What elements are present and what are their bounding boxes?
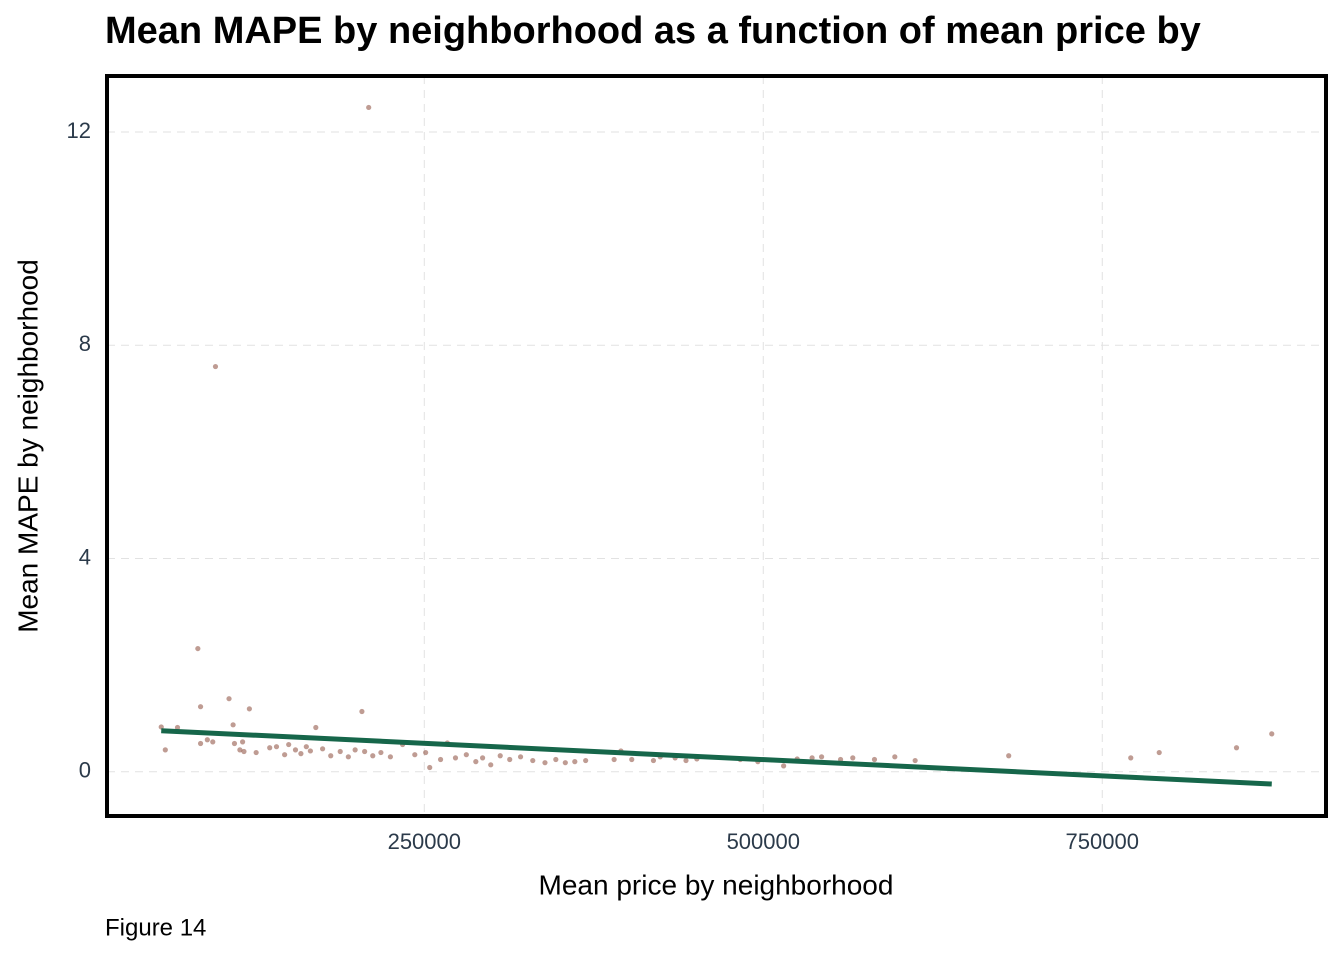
point xyxy=(292,747,299,753)
point xyxy=(237,747,243,753)
point xyxy=(366,104,372,111)
point xyxy=(412,752,418,758)
point xyxy=(437,756,444,763)
point xyxy=(683,757,689,764)
point xyxy=(231,740,238,747)
point xyxy=(562,760,568,766)
point xyxy=(246,706,252,712)
point xyxy=(530,757,536,764)
point xyxy=(809,755,815,761)
point xyxy=(818,754,825,760)
point xyxy=(352,747,358,753)
point xyxy=(1233,745,1240,751)
point xyxy=(553,756,559,763)
point xyxy=(497,753,503,759)
point xyxy=(328,753,334,759)
caption: Figure 14 xyxy=(105,914,206,941)
point xyxy=(230,722,236,728)
point xyxy=(378,749,384,756)
point xyxy=(473,759,479,765)
point xyxy=(781,763,787,769)
trend-line xyxy=(161,728,1272,787)
point xyxy=(319,746,326,752)
point xyxy=(197,704,204,710)
point xyxy=(517,754,524,760)
y-tick-label: 0 xyxy=(79,758,91,783)
point xyxy=(423,749,429,756)
x-tick-label: 500000 xyxy=(727,829,800,854)
point xyxy=(629,756,635,763)
point xyxy=(1269,731,1275,737)
y-tick-label: 8 xyxy=(79,331,91,356)
point xyxy=(195,645,201,652)
point xyxy=(303,744,309,750)
point xyxy=(239,739,246,745)
point xyxy=(892,754,898,760)
point xyxy=(507,756,513,763)
plot-border xyxy=(105,74,1328,818)
point xyxy=(313,724,319,731)
point xyxy=(611,756,617,763)
point xyxy=(370,753,376,759)
point xyxy=(650,757,657,764)
point xyxy=(345,754,351,760)
x-axis-label: Mean price by neighborhood xyxy=(539,869,894,900)
point xyxy=(307,748,313,754)
point xyxy=(286,741,292,748)
point xyxy=(241,748,247,755)
point xyxy=(452,755,459,761)
point xyxy=(210,739,216,745)
y-axis-label: Mean MAPE by neighborhood xyxy=(12,259,43,633)
chart-title: Mean MAPE by neighborhood as a function … xyxy=(105,10,1201,52)
point xyxy=(542,760,548,766)
point xyxy=(226,696,232,702)
y-tick-label: 4 xyxy=(79,544,91,569)
point xyxy=(479,755,486,761)
point xyxy=(583,757,589,764)
point xyxy=(282,752,288,758)
x-tick-label: 250000 xyxy=(388,829,461,854)
point xyxy=(871,756,878,763)
point xyxy=(253,749,259,756)
point xyxy=(162,747,168,753)
point xyxy=(337,748,343,755)
point xyxy=(359,708,365,715)
point xyxy=(912,757,918,764)
point xyxy=(174,724,181,731)
point xyxy=(197,740,204,747)
point xyxy=(387,754,393,760)
point xyxy=(273,744,280,750)
point xyxy=(267,745,273,751)
point xyxy=(212,363,219,370)
point xyxy=(488,762,494,768)
point xyxy=(850,755,856,761)
point xyxy=(463,752,469,758)
x-tick-label: 750000 xyxy=(1066,829,1139,854)
y-tick-label: 12 xyxy=(67,118,91,143)
point xyxy=(1156,749,1162,756)
point xyxy=(1128,755,1134,761)
point xyxy=(204,737,210,743)
point xyxy=(427,764,433,771)
point xyxy=(1006,753,1012,759)
point xyxy=(298,751,304,757)
point xyxy=(362,748,368,755)
point xyxy=(572,759,578,765)
